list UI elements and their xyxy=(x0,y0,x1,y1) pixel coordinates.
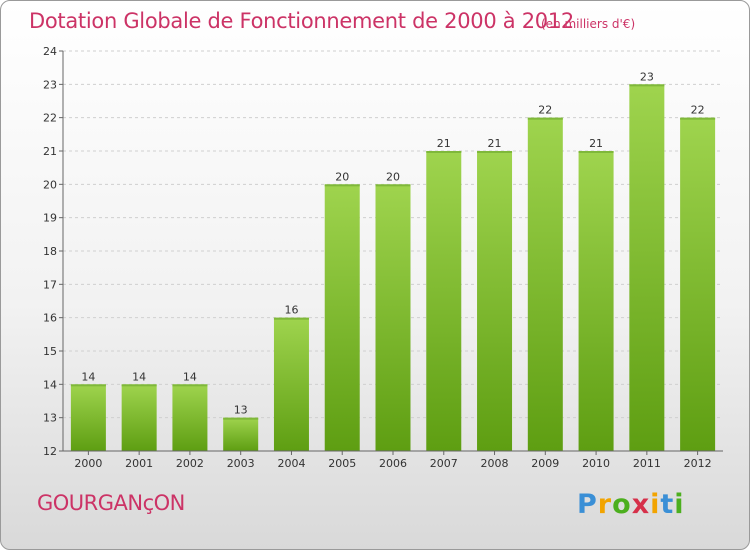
bars xyxy=(70,84,716,452)
bar-2001 xyxy=(121,384,157,451)
bar-top-edge xyxy=(273,317,309,320)
y-tick-label: 13 xyxy=(43,412,57,425)
y-tick-label: 21 xyxy=(43,145,57,158)
place-name: GOURGANçON xyxy=(37,491,185,515)
bar-2009 xyxy=(527,117,563,452)
data-label: 23 xyxy=(640,70,654,83)
logo-letter: t xyxy=(660,489,675,520)
data-label: 20 xyxy=(386,170,400,183)
data-label: 16 xyxy=(284,304,298,317)
x-tick-label: 2003 xyxy=(227,457,255,470)
bar-top-edge xyxy=(324,184,360,187)
bar-top-edge xyxy=(680,117,716,120)
x-tick-label: 2000 xyxy=(74,457,102,470)
y-tick-label: 17 xyxy=(43,278,57,291)
axes xyxy=(59,50,723,455)
bar-2004 xyxy=(273,317,309,451)
logo-letter: x xyxy=(631,489,651,520)
y-tick-label: 12 xyxy=(43,445,57,458)
data-label: 22 xyxy=(538,104,552,117)
x-tick-label: 2008 xyxy=(481,457,509,470)
data-label: 14 xyxy=(81,370,95,383)
data-label: 21 xyxy=(437,137,451,150)
data-label: 14 xyxy=(183,370,197,383)
bar-top-edge xyxy=(629,84,665,87)
y-tick-label: 15 xyxy=(43,345,57,358)
bar-top-edge xyxy=(426,151,462,153)
x-tick-label: 2002 xyxy=(176,457,204,470)
bar-2003 xyxy=(223,417,259,451)
y-tick-label: 20 xyxy=(43,178,57,191)
bar-2012 xyxy=(680,117,716,452)
labels: 12 13 14 15 16 17 18 19 20 21 22 23 24 14 2000 14 2001 14… xyxy=(43,45,712,470)
bar-top-edge xyxy=(578,151,614,153)
bar-2005 xyxy=(324,184,360,452)
logo-letter: P xyxy=(577,489,598,520)
bar-top-edge xyxy=(477,151,513,153)
logo-letter: o xyxy=(612,489,632,520)
y-tick-label: 16 xyxy=(43,312,57,325)
bar-2002 xyxy=(172,384,208,451)
data-label: 22 xyxy=(691,104,705,117)
bar-2007 xyxy=(426,151,462,451)
logo-letter: i xyxy=(674,489,685,520)
y-tick-label: 22 xyxy=(43,112,57,125)
x-tick-label: 2010 xyxy=(582,457,610,470)
y-tick-label: 18 xyxy=(43,245,57,258)
bar-top-edge xyxy=(121,384,157,387)
bar-2008 xyxy=(477,151,513,451)
x-tick-label: 2012 xyxy=(684,457,712,470)
x-tick-label: 2007 xyxy=(430,457,458,470)
x-tick-label: 2004 xyxy=(277,457,305,470)
bar-2000 xyxy=(70,384,106,451)
unit-note: (en milliers d'€) xyxy=(541,17,636,31)
data-label: 13 xyxy=(234,404,248,417)
y-tick-label: 14 xyxy=(43,378,57,391)
bar-top-edge xyxy=(172,384,208,387)
data-label: 21 xyxy=(589,137,603,150)
x-tick-label: 2009 xyxy=(531,457,559,470)
chart-title: Dotation Globale de Fonctionnement de 20… xyxy=(29,9,574,33)
x-tick-label: 2006 xyxy=(379,457,407,470)
bar-2006 xyxy=(375,184,411,452)
data-label: 14 xyxy=(132,370,146,383)
y-tick-label: 23 xyxy=(43,78,57,91)
x-tick-label: 2005 xyxy=(328,457,356,470)
x-tick-label: 2001 xyxy=(125,457,153,470)
bar-top-edge xyxy=(527,117,563,120)
proxiti-logo: Proxiti xyxy=(577,489,685,520)
bar-2011 xyxy=(629,84,665,451)
bar-top-edge xyxy=(223,417,259,420)
y-tick-label: 19 xyxy=(43,212,57,225)
data-label: 20 xyxy=(335,170,349,183)
data-label: 21 xyxy=(488,137,502,150)
y-tick-label: 24 xyxy=(43,45,57,58)
logo-letter: r xyxy=(597,489,613,520)
bar-top-edge xyxy=(375,184,411,187)
bar-top-edge xyxy=(70,384,106,387)
x-tick-label: 2011 xyxy=(633,457,661,470)
bar-2010 xyxy=(578,151,614,451)
logo-letter: i xyxy=(650,489,661,520)
